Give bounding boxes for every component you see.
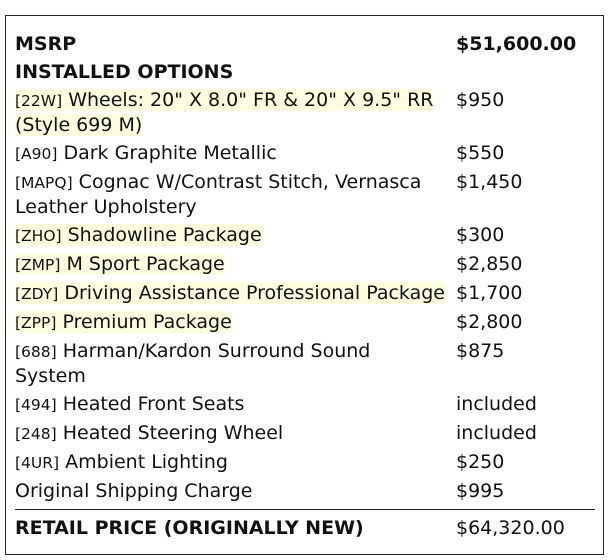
- option-price: $950: [456, 89, 505, 111]
- retail-value: $64,320.00: [456, 517, 565, 539]
- options-heading-row: INSTALLED OPTIONS: [15, 58, 595, 86]
- option-price: included: [456, 393, 537, 415]
- option-name: Heated Front Seats: [62, 393, 245, 415]
- option-price: $2,850: [456, 253, 523, 275]
- shipping-row: Original Shipping Charge $995: [15, 477, 595, 505]
- msrp-row: MSRP $51,600.00: [15, 30, 595, 58]
- option-price: $2,800: [456, 311, 523, 333]
- option-row: [ZHO] Shadowline Package $300: [15, 221, 595, 250]
- option-code: [4UR]: [15, 454, 60, 472]
- option-row: [4UR] Ambient Lighting $250: [15, 448, 595, 477]
- option-row: [ZPP] Premium Package $2,800: [15, 308, 595, 337]
- option-name: Driving Assistance Professional Package: [64, 282, 445, 304]
- option-code: [MAPQ]: [15, 174, 73, 192]
- option-description: [248] Heated Steering Wheel: [15, 421, 447, 446]
- option-name: Heated Steering Wheel: [62, 422, 284, 444]
- option-description: [ZHO] Shadowline Package: [15, 223, 447, 248]
- option-row: [A90] Dark Graphite Metallic $550: [15, 139, 595, 168]
- msrp-value: $51,600.00: [456, 33, 577, 55]
- option-description: [22W] Wheels: 20" X 8.0" FR & 20" X 9.5"…: [15, 88, 447, 137]
- option-description: [A90] Dark Graphite Metallic: [15, 141, 447, 166]
- option-price: $250: [456, 451, 505, 473]
- option-name: Wheels: 20" X 8.0" FR & 20" X 9.5" RR (S…: [15, 89, 434, 136]
- option-name: M Sport Package: [66, 253, 225, 275]
- option-row: [ZDY] Driving Assistance Professional Pa…: [15, 279, 595, 308]
- option-description: [ZPP] Premium Package: [15, 310, 447, 335]
- option-name: Harman/Kardon Surround Sound System: [15, 340, 371, 387]
- option-code: [A90]: [15, 145, 58, 163]
- options-heading: INSTALLED OPTIONS: [15, 61, 234, 83]
- option-price: $1,450: [456, 171, 523, 193]
- price-sticker: MSRP $51,600.00 INSTALLED OPTIONS [22W] …: [5, 15, 604, 555]
- option-row: [22W] Wheels: 20" X 8.0" FR & 20" X 9.5"…: [15, 86, 595, 139]
- shipping-label: Original Shipping Charge: [15, 480, 253, 502]
- option-code: [ZDY]: [15, 285, 59, 303]
- option-code: [ZMP]: [15, 256, 61, 274]
- option-code: [494]: [15, 396, 57, 414]
- option-description: [688] Harman/Kardon Surround Sound Syste…: [15, 339, 447, 388]
- option-name: Shadowline Package: [67, 224, 262, 246]
- option-row: [688] Harman/Kardon Surround Sound Syste…: [15, 337, 595, 390]
- divider: [15, 509, 595, 510]
- option-price: $550: [456, 142, 505, 164]
- msrp-label: MSRP: [15, 33, 77, 55]
- option-price: included: [456, 422, 537, 444]
- option-description: [ZMP] M Sport Package: [15, 252, 447, 277]
- option-row: [248] Heated Steering Wheel included: [15, 419, 595, 448]
- option-price: $875: [456, 340, 505, 362]
- option-name: Dark Graphite Metallic: [63, 142, 277, 164]
- option-description: [494] Heated Front Seats: [15, 392, 447, 417]
- option-price: $300: [456, 224, 505, 246]
- retail-label: RETAIL PRICE (ORIGINALLY NEW): [15, 517, 364, 539]
- shipping-value: $995: [456, 480, 505, 502]
- option-description: [MAPQ] Cognac W/Contrast Stitch, Vernasc…: [15, 170, 447, 219]
- option-code: [ZHO]: [15, 227, 62, 245]
- option-name: Cognac W/Contrast Stitch, Vernasca Leath…: [15, 171, 422, 218]
- option-code: [248]: [15, 425, 57, 443]
- option-price: $1,700: [456, 282, 523, 304]
- option-code: [688]: [15, 343, 57, 361]
- option-code: [ZPP]: [15, 314, 57, 332]
- option-description: [ZDY] Driving Assistance Professional Pa…: [15, 281, 447, 306]
- option-row: [494] Heated Front Seats included: [15, 390, 595, 419]
- option-code: [22W]: [15, 92, 63, 110]
- option-name: Premium Package: [62, 311, 232, 333]
- option-description: [4UR] Ambient Lighting: [15, 450, 447, 475]
- retail-row: RETAIL PRICE (ORIGINALLY NEW) $64,320.00: [15, 514, 595, 542]
- option-name: Ambient Lighting: [65, 451, 228, 473]
- option-row: [MAPQ] Cognac W/Contrast Stitch, Vernasc…: [15, 168, 595, 221]
- option-row: [ZMP] M Sport Package $2,850: [15, 250, 595, 279]
